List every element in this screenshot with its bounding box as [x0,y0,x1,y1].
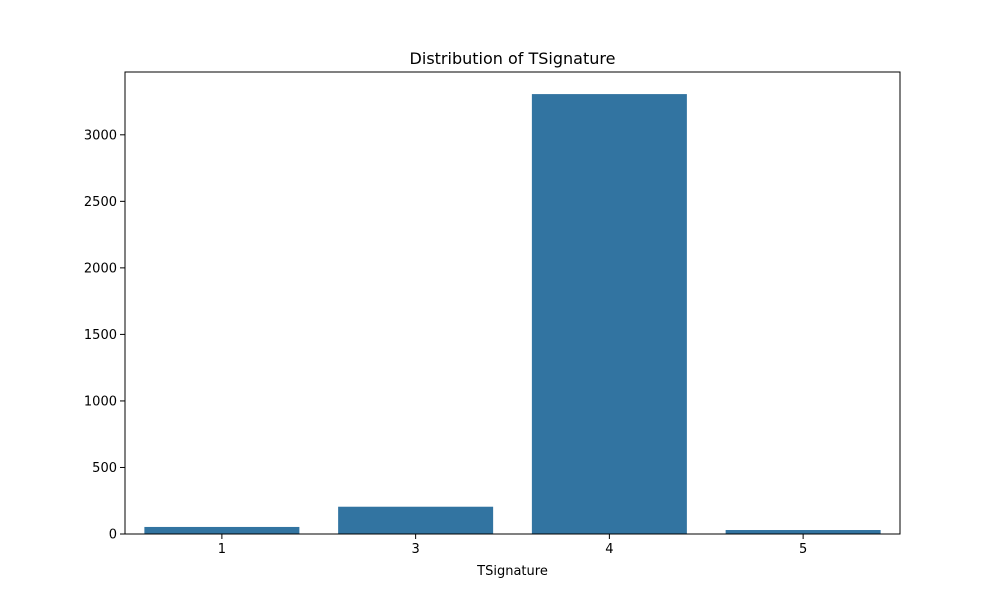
x-tick-label: 4 [605,542,613,557]
y-tick-label: 500 [92,461,117,476]
bar-3 [338,506,494,534]
y-axis: 0 500 1000 1500 2000 2500 3000 [84,128,125,543]
x-axis-label: TSignature [476,564,548,579]
y-tick-label: 2000 [84,261,117,276]
bar-5 [725,530,881,534]
chart-title: Distribution of TSignature [410,49,616,68]
y-tick-label: 1500 [84,328,117,343]
y-tick-label: 1000 [84,394,117,409]
x-tick-label: 1 [218,542,226,557]
bar-series [144,94,881,534]
x-tick-label: 5 [799,542,807,557]
y-tick-label: 0 [109,528,117,543]
x-axis: 1 3 4 5 [218,534,807,557]
bar-4 [531,94,687,534]
axes-frame [124,71,901,535]
y-tick-label: 2500 [84,195,117,210]
bar-1 [144,526,300,534]
y-tick-label: 3000 [84,128,117,143]
x-tick-label: 3 [411,542,419,557]
